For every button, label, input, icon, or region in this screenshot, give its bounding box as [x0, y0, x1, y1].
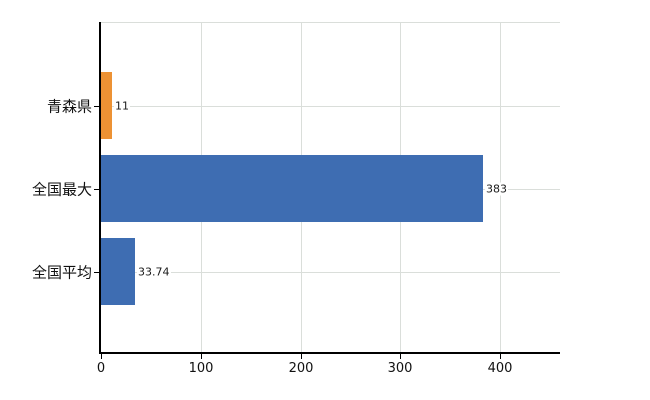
category-label: 青森県: [46, 97, 92, 115]
x-tick-label: 300: [387, 361, 413, 376]
y-tick: [94, 188, 99, 190]
category-label: 全国平均: [31, 263, 92, 281]
x-tick: [400, 354, 401, 359]
x-tick: [500, 354, 501, 359]
plot-top-border: [101, 22, 560, 23]
plot-area: 11 383 33.74: [101, 22, 560, 352]
bar: [101, 72, 112, 139]
x-tick-label: 0: [96, 361, 106, 376]
value-label: 11: [114, 99, 130, 113]
category-label: 全国最大: [31, 180, 92, 198]
y-tick: [94, 271, 99, 273]
x-tick: [101, 354, 102, 359]
bar: [101, 155, 483, 222]
bar: [101, 238, 135, 305]
value-label: 33.74: [137, 265, 171, 279]
x-tick-label: 200: [288, 361, 314, 376]
x-tick: [201, 354, 202, 359]
y-tick: [94, 105, 99, 107]
gridline-horizontal: [101, 272, 560, 273]
x-tick: [301, 354, 302, 359]
value-label: 383: [485, 182, 508, 196]
x-tick-label: 400: [487, 361, 513, 376]
y-axis-line: [99, 22, 101, 352]
x-tick-label: 100: [188, 361, 214, 376]
x-axis-line: [99, 352, 560, 354]
gridline-horizontal: [101, 106, 560, 107]
